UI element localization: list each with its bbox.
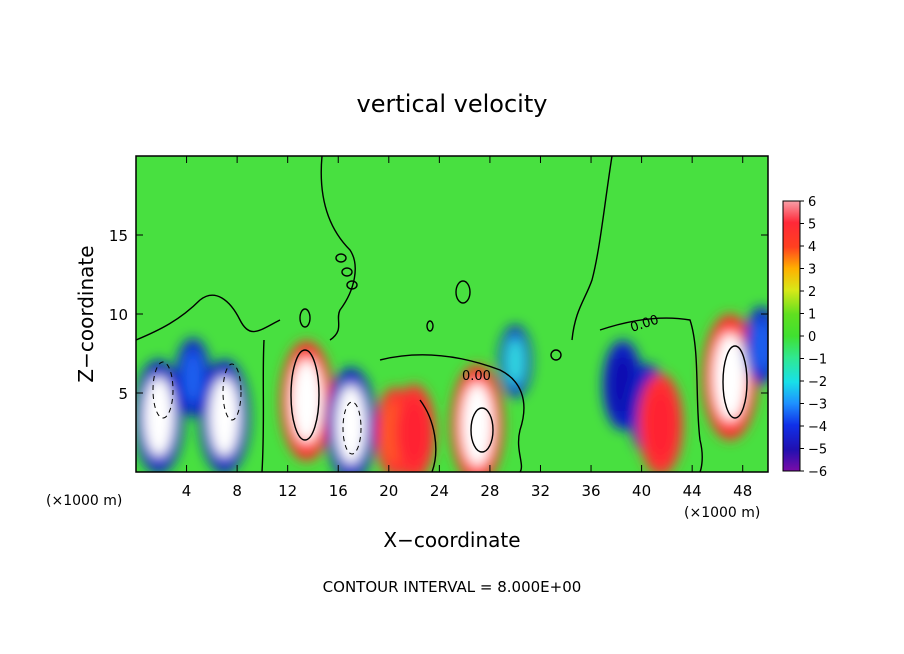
velocity-core [143, 376, 174, 457]
y-tick-label: 10 [109, 306, 128, 324]
colorbar-label: 3 [808, 263, 816, 278]
x-tick-label: 36 [581, 482, 600, 500]
zero-contour-line [379, 354, 525, 472]
x-axis-label: X−coordinate [383, 528, 520, 552]
contour-loop [335, 253, 347, 263]
x-tick-label: 4 [182, 482, 192, 500]
x-tick-label: 24 [430, 482, 449, 500]
chart-title: vertical velocity [357, 90, 548, 118]
contour-loop [346, 280, 358, 290]
x-tick-label: 32 [531, 482, 550, 500]
contour-label: 0.00 [462, 369, 491, 384]
colorbar: 6 5 4 3 2 1 0 −1 −2 −3 −4 −5 −6 [782, 195, 827, 480]
zero-contour-line [599, 317, 703, 472]
colorbar-label: −4 [808, 420, 827, 435]
x-unit-label-right: (×1000 m) [684, 505, 760, 521]
zero-contour-line [320, 156, 356, 341]
x-tick-label: 44 [683, 482, 702, 500]
x-unit-label-left: (×1000 m) [46, 493, 122, 509]
contour-loop [550, 349, 562, 361]
velocity-core [290, 358, 323, 443]
velocity-core [713, 333, 747, 422]
x-tick-label: 20 [379, 482, 398, 500]
x-tick-label: 8 [232, 482, 242, 500]
zero-contour-line [419, 399, 437, 472]
velocity-core [335, 384, 367, 465]
negative-contour-loop [152, 361, 174, 419]
plot-area: 0.00 0.00 [136, 156, 768, 472]
x-tick-label: 48 [733, 482, 752, 500]
colorbar-label: −2 [808, 375, 827, 390]
y-tick-label: 15 [109, 227, 128, 245]
zero-contour-line [136, 294, 281, 341]
contour-loop [426, 320, 434, 332]
x-tick-label: 16 [329, 482, 348, 500]
x-tick-label: 28 [480, 482, 499, 500]
negative-contour-loop [342, 401, 362, 455]
contour-loop [299, 308, 311, 328]
colorbar-label: 2 [808, 285, 816, 300]
velocity-core [646, 389, 675, 460]
colorbar-label: −5 [808, 443, 827, 458]
contour-loop [722, 345, 748, 419]
colorbar-label: 4 [808, 240, 816, 255]
contour-loop [455, 280, 471, 304]
velocity-core [401, 399, 427, 466]
contour-interval-note: CONTOUR INTERVAL = 8.000E+00 [323, 578, 582, 596]
x-tick-label: 40 [632, 482, 651, 500]
contour-loop [470, 407, 494, 453]
colorbar-label: 5 [808, 218, 816, 233]
colorbar-label: −6 [808, 465, 827, 480]
zero-contour-line [571, 156, 613, 341]
velocity-core [461, 382, 494, 467]
x-tick-label: 12 [278, 482, 297, 500]
y-tick-label: 5 [118, 385, 128, 403]
velocity-core [751, 319, 768, 373]
velocity-core [505, 337, 525, 386]
colorbar-label: −1 [808, 353, 827, 368]
colorbar-label: 0 [808, 330, 816, 345]
velocity-core [182, 350, 204, 404]
colorbar-label: −3 [808, 398, 827, 413]
contour-loop [341, 267, 353, 277]
y-axis-label: Z−coordinate [74, 245, 98, 382]
colorbar-label: 6 [808, 195, 816, 210]
velocity-core [209, 376, 240, 457]
colorbar-label: 1 [808, 308, 816, 323]
contour-loop [290, 349, 320, 441]
zero-contour-line [261, 339, 265, 472]
negative-contour-loop [222, 363, 242, 421]
colorbar-gradient [782, 200, 801, 472]
